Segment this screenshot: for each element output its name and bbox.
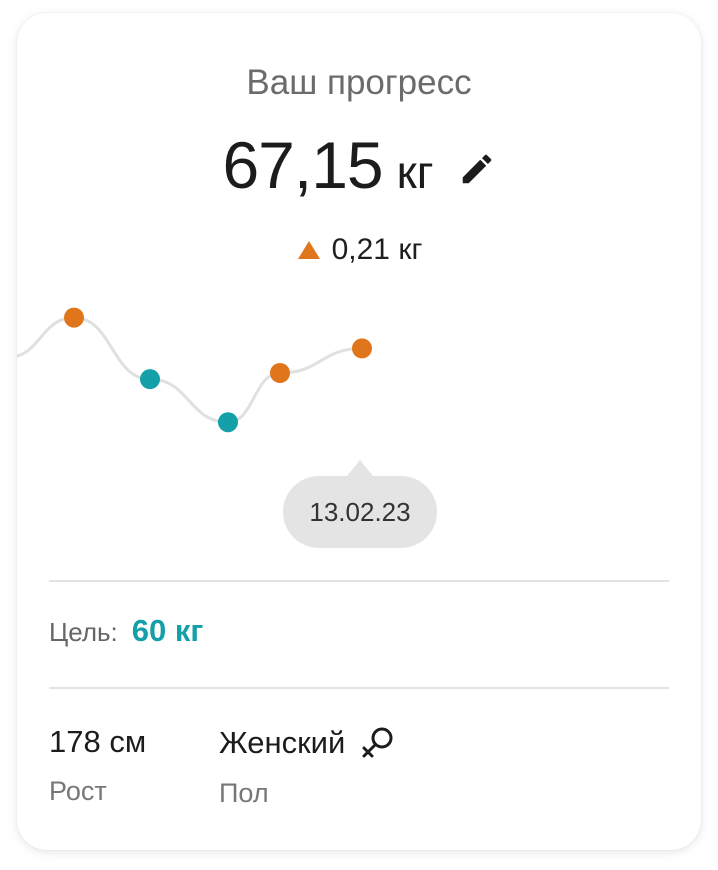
card-title: Ваш прогресс xyxy=(246,63,472,102)
gender-value-row: Женский xyxy=(219,724,397,762)
data-point[interactable] xyxy=(270,363,290,383)
pencil-icon[interactable] xyxy=(458,150,496,188)
height-label: Рост xyxy=(49,776,107,806)
female-icon xyxy=(362,727,393,758)
height-stat: 178 см Рост xyxy=(49,724,146,807)
weight-change: 0,21 кг xyxy=(17,233,701,267)
goal-label: Цель: xyxy=(49,617,118,647)
series-line xyxy=(17,316,363,424)
triangle-up-icon xyxy=(297,241,320,259)
progress-card: Ваш прогресс 67,15 кг 0,21 кг 13.02.23 Ц… xyxy=(17,13,701,850)
data-point[interactable] xyxy=(140,369,160,390)
weight-unit: кг xyxy=(396,146,434,198)
data-point[interactable] xyxy=(218,412,238,433)
divider xyxy=(49,580,669,582)
gender-label: Пол xyxy=(219,778,269,808)
goal-value[interactable]: 60 кг xyxy=(131,613,204,648)
date-tooltip: 13.02.23 xyxy=(283,476,437,548)
weight-value: 67,15 xyxy=(222,128,383,202)
current-weight: 67,15 кг xyxy=(17,127,701,203)
gender-value: Женский xyxy=(219,725,346,760)
tooltip-pointer xyxy=(347,460,373,476)
data-point[interactable] xyxy=(352,338,372,359)
goal-row: Цель: 60 кг xyxy=(49,613,203,649)
gender-stat: Женский Пол xyxy=(219,724,397,809)
weight-chart[interactable] xyxy=(17,283,701,583)
delta-value: 0,21 кг xyxy=(331,233,423,266)
height-value: 178 см xyxy=(49,724,147,759)
data-point[interactable] xyxy=(64,307,84,328)
divider xyxy=(49,687,669,689)
